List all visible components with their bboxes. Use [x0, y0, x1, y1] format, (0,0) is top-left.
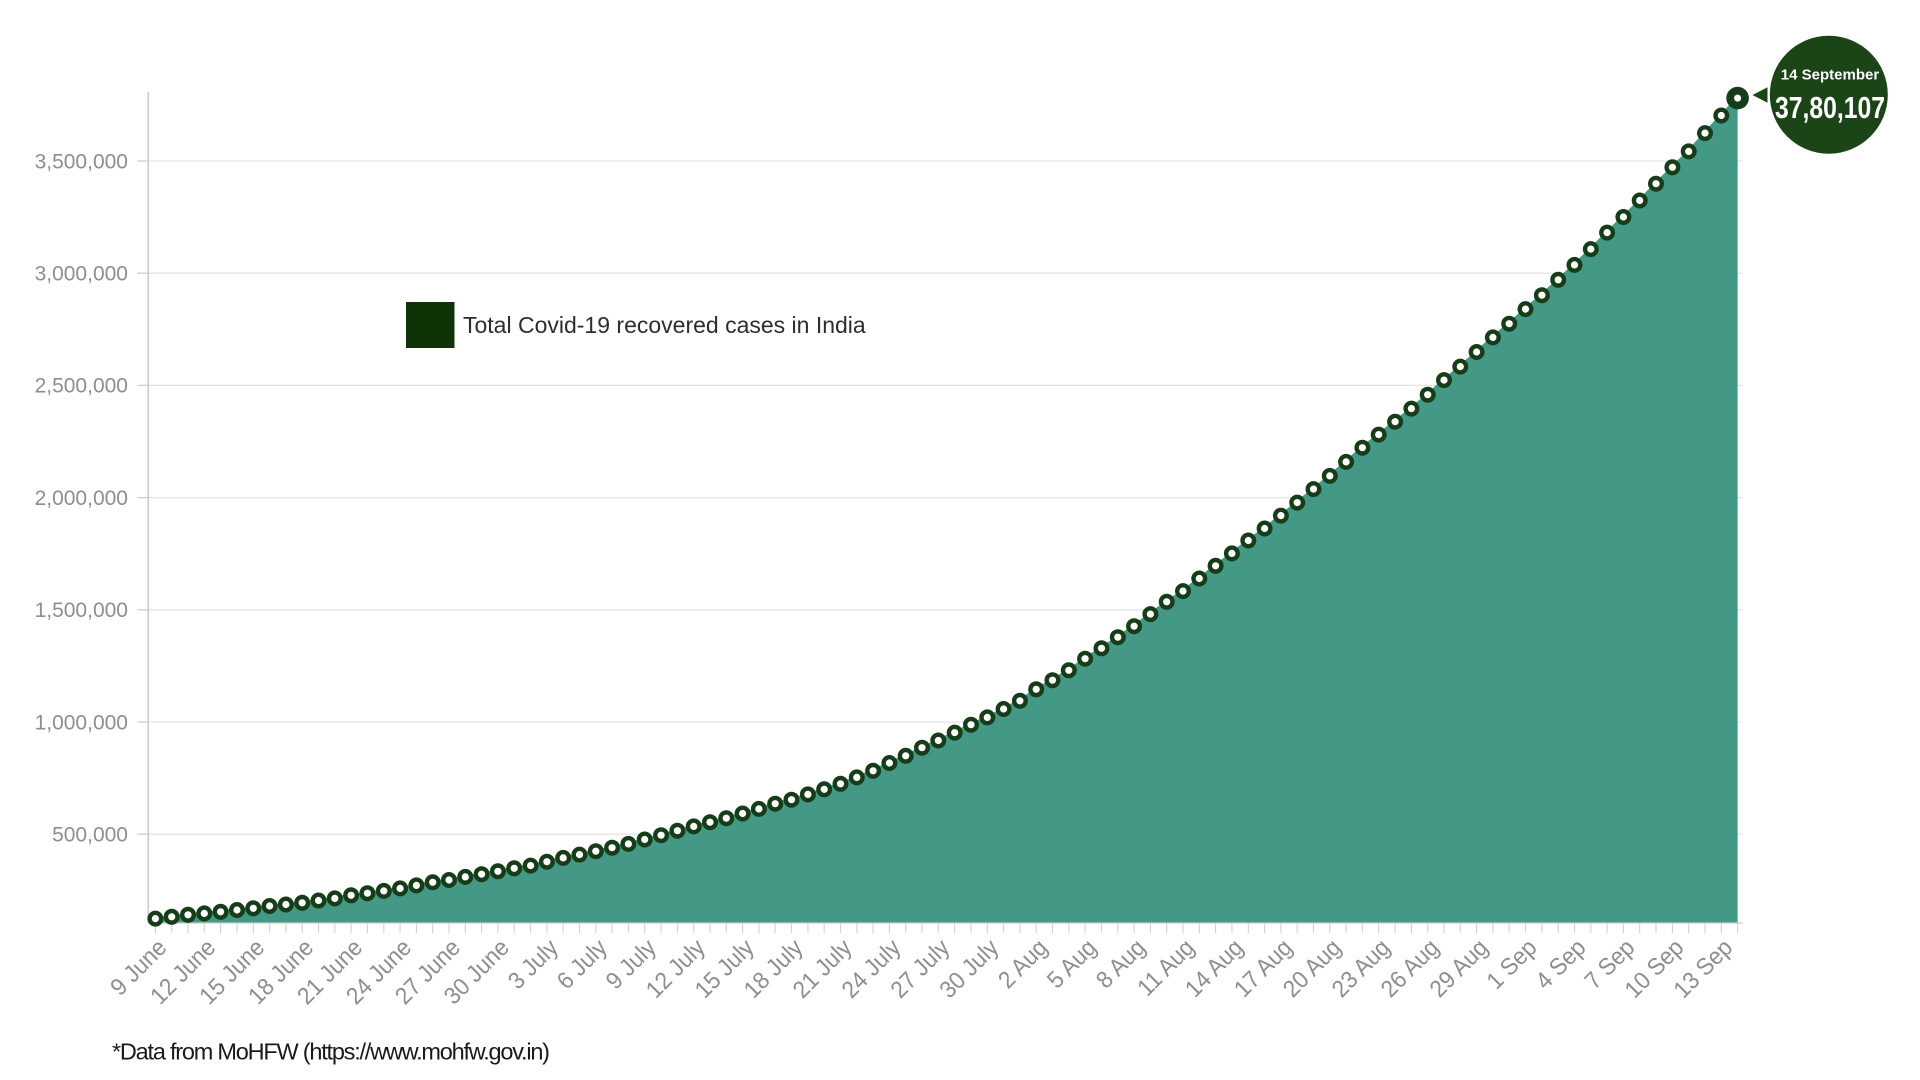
svg-text:*Data from MoHFW (https://www.: *Data from MoHFW (https://www.mohfw.gov.… [112, 1039, 550, 1065]
svg-text:3,000,000: 3,000,000 [35, 263, 128, 286]
svg-text:1,000,000: 1,000,000 [35, 711, 128, 734]
svg-text:500,000: 500,000 [52, 824, 128, 847]
svg-text:14 September: 14 September [1781, 67, 1880, 84]
svg-text:2,000,000: 2,000,000 [35, 487, 128, 510]
svg-text:37,80,107: 37,80,107 [1775, 90, 1885, 125]
svg-text:Total Covid-19 recovered cases: Total Covid-19 recovered cases in India [463, 312, 866, 338]
svg-text:3,500,000: 3,500,000 [35, 150, 128, 173]
svg-text:1,500,000: 1,500,000 [35, 599, 128, 622]
svg-text:2,500,000: 2,500,000 [35, 375, 128, 398]
